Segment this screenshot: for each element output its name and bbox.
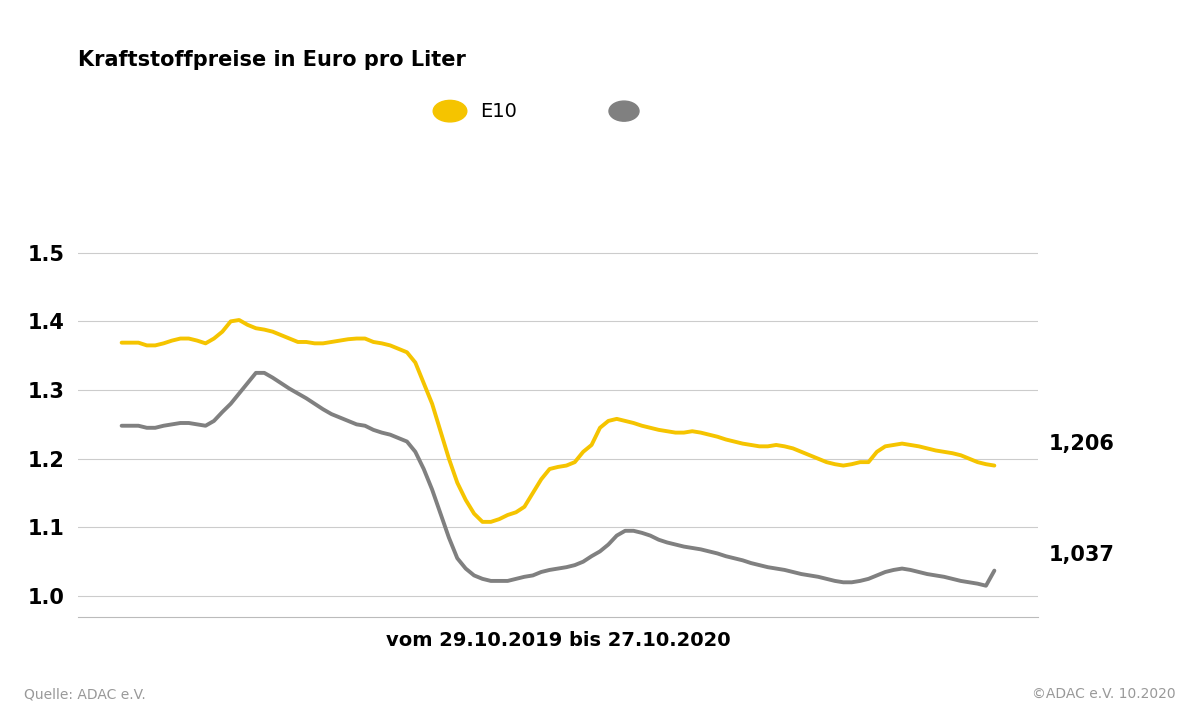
X-axis label: vom 29.10.2019 bis 27.10.2020: vom 29.10.2019 bis 27.10.2020 — [385, 630, 731, 650]
Text: E10: E10 — [480, 102, 517, 120]
Text: ©ADAC e.V. 10.2020: ©ADAC e.V. 10.2020 — [1032, 687, 1176, 701]
Text: Quelle: ADAC e.V.: Quelle: ADAC e.V. — [24, 687, 145, 701]
Text: 1,037: 1,037 — [1049, 545, 1115, 565]
Text: 1,206: 1,206 — [1049, 435, 1115, 455]
Text: Kraftstoffpreise in Euro pro Liter: Kraftstoffpreise in Euro pro Liter — [78, 50, 466, 70]
